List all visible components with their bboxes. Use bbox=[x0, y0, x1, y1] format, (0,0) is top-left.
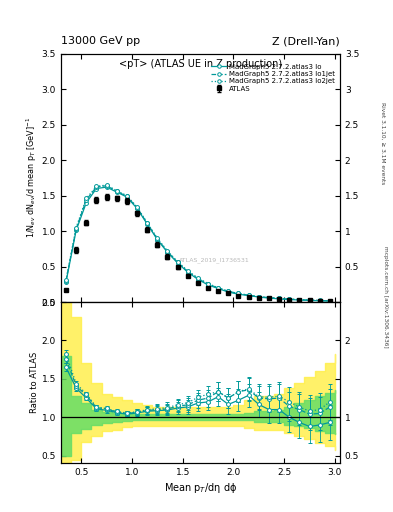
MadGraph5 2.7.2.atlas3 lo1jet bbox=[84, 197, 89, 203]
MadGraph5 2.7.2.atlas3 lo bbox=[185, 269, 190, 275]
MadGraph5 2.7.2.atlas3 lo1jet bbox=[155, 236, 160, 242]
Text: Z (Drell-Yan): Z (Drell-Yan) bbox=[272, 36, 340, 46]
MadGraph5 2.7.2.atlas3 lo2jet bbox=[277, 295, 281, 302]
MadGraph5 2.7.2.atlas3 lo1jet bbox=[236, 290, 241, 296]
Line: MadGraph5 2.7.2.atlas3 lo: MadGraph5 2.7.2.atlas3 lo bbox=[64, 185, 332, 303]
Line: MadGraph5 2.7.2.atlas3 lo1jet: MadGraph5 2.7.2.atlas3 lo1jet bbox=[64, 184, 332, 303]
MadGraph5 2.7.2.atlas3 lo1jet bbox=[307, 297, 312, 303]
MadGraph5 2.7.2.atlas3 lo2jet bbox=[104, 182, 109, 188]
MadGraph5 2.7.2.atlas3 lo1jet bbox=[145, 220, 149, 226]
MadGraph5 2.7.2.atlas3 lo1jet bbox=[74, 226, 79, 232]
MadGraph5 2.7.2.atlas3 lo2jet bbox=[216, 285, 220, 291]
Y-axis label: Ratio to ATLAS: Ratio to ATLAS bbox=[30, 352, 39, 413]
MadGraph5 2.7.2.atlas3 lo2jet bbox=[155, 235, 160, 241]
MadGraph5 2.7.2.atlas3 lo2jet bbox=[114, 187, 119, 194]
MadGraph5 2.7.2.atlas3 lo1jet bbox=[216, 285, 220, 291]
Legend: MadGraph5 2.7.2.atlas3 lo, MadGraph5 2.7.2.atlas3 lo1jet, MadGraph5 2.7.2.atlas3: MadGraph5 2.7.2.atlas3 lo, MadGraph5 2.7… bbox=[209, 62, 336, 93]
Line: MadGraph5 2.7.2.atlas3 lo2jet: MadGraph5 2.7.2.atlas3 lo2jet bbox=[64, 183, 332, 303]
MadGraph5 2.7.2.atlas3 lo bbox=[287, 296, 292, 303]
MadGraph5 2.7.2.atlas3 lo1jet bbox=[104, 183, 109, 189]
MadGraph5 2.7.2.atlas3 lo1jet bbox=[206, 281, 210, 287]
MadGraph5 2.7.2.atlas3 lo2jet bbox=[307, 297, 312, 303]
MadGraph5 2.7.2.atlas3 lo bbox=[104, 184, 109, 190]
MadGraph5 2.7.2.atlas3 lo2jet bbox=[165, 248, 170, 254]
MadGraph5 2.7.2.atlas3 lo bbox=[307, 297, 312, 304]
MadGraph5 2.7.2.atlas3 lo bbox=[165, 249, 170, 255]
MadGraph5 2.7.2.atlas3 lo1jet bbox=[287, 296, 292, 302]
MadGraph5 2.7.2.atlas3 lo bbox=[226, 289, 231, 295]
MadGraph5 2.7.2.atlas3 lo bbox=[74, 227, 79, 233]
MadGraph5 2.7.2.atlas3 lo1jet bbox=[185, 268, 190, 274]
MadGraph5 2.7.2.atlas3 lo1jet bbox=[277, 295, 281, 302]
MadGraph5 2.7.2.atlas3 lo bbox=[297, 297, 302, 303]
MadGraph5 2.7.2.atlas3 lo2jet bbox=[297, 296, 302, 303]
MadGraph5 2.7.2.atlas3 lo2jet bbox=[175, 259, 180, 265]
MadGraph5 2.7.2.atlas3 lo1jet bbox=[196, 275, 200, 282]
MadGraph5 2.7.2.atlas3 lo1jet bbox=[297, 296, 302, 303]
MadGraph5 2.7.2.atlas3 lo1jet bbox=[256, 293, 261, 300]
MadGraph5 2.7.2.atlas3 lo1jet bbox=[64, 278, 68, 284]
X-axis label: Mean p$_{T}$/dη dϕ: Mean p$_{T}$/dη dϕ bbox=[164, 481, 237, 496]
MadGraph5 2.7.2.atlas3 lo bbox=[256, 294, 261, 300]
MadGraph5 2.7.2.atlas3 lo1jet bbox=[327, 297, 332, 304]
MadGraph5 2.7.2.atlas3 lo2jet bbox=[84, 196, 89, 202]
MadGraph5 2.7.2.atlas3 lo bbox=[216, 286, 220, 292]
MadGraph5 2.7.2.atlas3 lo2jet bbox=[287, 296, 292, 302]
MadGraph5 2.7.2.atlas3 lo bbox=[145, 221, 149, 227]
MadGraph5 2.7.2.atlas3 lo2jet bbox=[94, 183, 99, 189]
MadGraph5 2.7.2.atlas3 lo1jet bbox=[135, 205, 140, 211]
MadGraph5 2.7.2.atlas3 lo bbox=[155, 237, 160, 243]
MadGraph5 2.7.2.atlas3 lo bbox=[84, 200, 89, 206]
MadGraph5 2.7.2.atlas3 lo bbox=[114, 189, 119, 195]
MadGraph5 2.7.2.atlas3 lo2jet bbox=[226, 288, 231, 294]
MadGraph5 2.7.2.atlas3 lo2jet bbox=[256, 293, 261, 300]
MadGraph5 2.7.2.atlas3 lo1jet bbox=[175, 259, 180, 265]
MadGraph5 2.7.2.atlas3 lo1jet bbox=[317, 297, 322, 304]
MadGraph5 2.7.2.atlas3 lo bbox=[327, 298, 332, 304]
Text: mcplots.cern.ch [arXiv:1306.3436]: mcplots.cern.ch [arXiv:1306.3436] bbox=[383, 246, 387, 348]
MadGraph5 2.7.2.atlas3 lo bbox=[94, 185, 99, 191]
MadGraph5 2.7.2.atlas3 lo1jet bbox=[165, 248, 170, 254]
Text: Rivet 3.1.10, ≥ 3.1M events: Rivet 3.1.10, ≥ 3.1M events bbox=[381, 102, 386, 184]
MadGraph5 2.7.2.atlas3 lo bbox=[125, 194, 129, 200]
MadGraph5 2.7.2.atlas3 lo2jet bbox=[206, 281, 210, 287]
MadGraph5 2.7.2.atlas3 lo2jet bbox=[64, 277, 68, 283]
MadGraph5 2.7.2.atlas3 lo bbox=[246, 292, 251, 298]
MadGraph5 2.7.2.atlas3 lo bbox=[317, 297, 322, 304]
MadGraph5 2.7.2.atlas3 lo2jet bbox=[145, 220, 149, 226]
Text: <pT> (ATLAS UE in Z production): <pT> (ATLAS UE in Z production) bbox=[119, 59, 282, 69]
MadGraph5 2.7.2.atlas3 lo2jet bbox=[246, 292, 251, 298]
MadGraph5 2.7.2.atlas3 lo bbox=[277, 296, 281, 302]
MadGraph5 2.7.2.atlas3 lo bbox=[64, 279, 68, 285]
MadGraph5 2.7.2.atlas3 lo2jet bbox=[125, 193, 129, 199]
MadGraph5 2.7.2.atlas3 lo2jet bbox=[135, 204, 140, 210]
MadGraph5 2.7.2.atlas3 lo bbox=[266, 295, 271, 301]
Text: 13000 GeV pp: 13000 GeV pp bbox=[61, 36, 140, 46]
MadGraph5 2.7.2.atlas3 lo2jet bbox=[196, 275, 200, 281]
MadGraph5 2.7.2.atlas3 lo bbox=[175, 260, 180, 266]
MadGraph5 2.7.2.atlas3 lo2jet bbox=[74, 224, 79, 230]
MadGraph5 2.7.2.atlas3 lo1jet bbox=[266, 294, 271, 301]
MadGraph5 2.7.2.atlas3 lo2jet bbox=[236, 290, 241, 296]
MadGraph5 2.7.2.atlas3 lo bbox=[206, 282, 210, 288]
MadGraph5 2.7.2.atlas3 lo bbox=[196, 276, 200, 283]
MadGraph5 2.7.2.atlas3 lo1jet bbox=[125, 193, 129, 199]
Y-axis label: 1/N$_{ev}$ dN$_{ev}$/d mean p$_{T}$ [GeV]$^{-1}$: 1/N$_{ev}$ dN$_{ev}$/d mean p$_{T}$ [GeV… bbox=[24, 117, 39, 239]
MadGraph5 2.7.2.atlas3 lo bbox=[135, 205, 140, 211]
MadGraph5 2.7.2.atlas3 lo bbox=[236, 291, 241, 297]
MadGraph5 2.7.2.atlas3 lo1jet bbox=[114, 188, 119, 195]
MadGraph5 2.7.2.atlas3 lo2jet bbox=[266, 294, 271, 301]
MadGraph5 2.7.2.atlas3 lo2jet bbox=[317, 297, 322, 304]
Text: ATLAS_2019_I1736531: ATLAS_2019_I1736531 bbox=[179, 257, 250, 263]
MadGraph5 2.7.2.atlas3 lo1jet bbox=[94, 184, 99, 190]
MadGraph5 2.7.2.atlas3 lo2jet bbox=[327, 297, 332, 304]
MadGraph5 2.7.2.atlas3 lo1jet bbox=[246, 292, 251, 298]
MadGraph5 2.7.2.atlas3 lo1jet bbox=[226, 288, 231, 294]
MadGraph5 2.7.2.atlas3 lo2jet bbox=[185, 268, 190, 274]
